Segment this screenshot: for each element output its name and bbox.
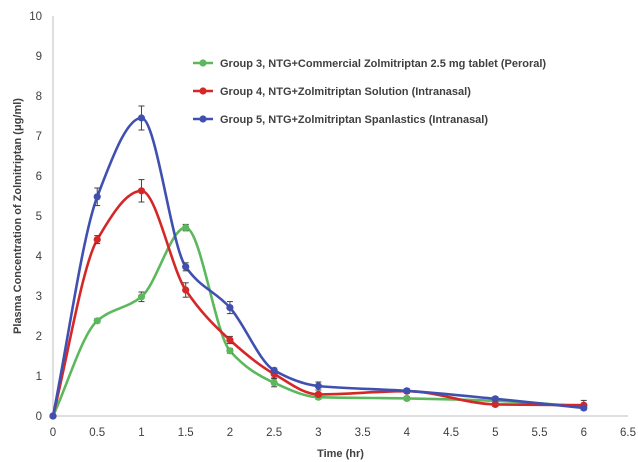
y-tick-label: 5: [36, 211, 42, 223]
series-line-group-5: [51, 116, 586, 418]
x-tick-label: 1.5: [178, 427, 194, 439]
data-point-group-4: [182, 286, 190, 294]
data-point-group-4: [93, 236, 101, 244]
y-tick-label: 9: [36, 51, 42, 63]
series-line-group-4: [51, 189, 586, 418]
y-tick-label: 2: [36, 331, 42, 343]
legend-item-group-3: Group 3, NTG+Commercial Zolmitriptan 2.5…: [193, 58, 546, 70]
data-point-group-5: [270, 366, 278, 374]
x-tick-label: 5.5: [532, 427, 548, 439]
data-point-group-5: [403, 387, 411, 395]
legend-label-group-3: Group 3, NTG+Commercial Zolmitriptan 2.5…: [220, 58, 546, 70]
x-tick-label: 2: [227, 427, 233, 439]
legend-item-group-4: Group 4, NTG+Zolmitriptan Solution (Intr…: [193, 86, 471, 98]
data-point-group-5: [226, 304, 234, 312]
legend-marker-group-3: [199, 59, 207, 67]
x-tick-label: 3: [315, 427, 321, 439]
y-tick-labels: 0 1 2 3 4 5 6 7 8 9 10: [29, 11, 42, 423]
data-point-group-3: [270, 379, 278, 387]
data-point-group-5: [580, 404, 588, 412]
x-axis-title: Time (hr): [317, 448, 364, 460]
data-point-group-3: [93, 317, 101, 325]
x-tick-label: 2.5: [266, 427, 282, 439]
data-point-group-5: [49, 412, 57, 420]
y-tick-label: 0: [36, 411, 42, 423]
data-point-group-3: [226, 347, 234, 355]
x-tick-label: 4: [404, 427, 411, 439]
y-tick-label: 8: [36, 91, 42, 103]
data-point-group-4: [137, 187, 146, 195]
legend-marker-group-5: [199, 115, 207, 123]
series-group-5: [49, 105, 588, 420]
x-tick-label: 1: [138, 427, 144, 439]
x-tick-label: 0.5: [89, 427, 105, 439]
legend: Group 3, NTG+Commercial Zolmitriptan 2.5…: [193, 58, 546, 126]
data-point-group-4: [491, 400, 499, 408]
y-tick-label: 6: [36, 171, 42, 183]
y-tick-label: 10: [29, 11, 42, 23]
legend-label-group-5: Group 5, NTG+Zolmitriptan Spanlastics (I…: [220, 114, 488, 126]
legend-marker-group-4: [199, 87, 207, 95]
x-tick-label: 6: [581, 427, 587, 439]
data-point-group-5: [182, 263, 190, 271]
legend-label-group-4: Group 4, NTG+Zolmitriptan Solution (Intr…: [220, 86, 471, 98]
x-tick-label: 4.5: [443, 427, 459, 439]
legend-item-group-5: Group 5, NTG+Zolmitriptan Spanlastics (I…: [193, 114, 488, 126]
series-layer: [49, 105, 588, 420]
data-point-group-3: [403, 394, 411, 402]
x-tick-labels: 0 0.5 1 1.5 2 2.5 3 3.5 4 4.5 5 5.5 6 6.5: [50, 427, 636, 439]
y-tick-label: 7: [36, 131, 42, 143]
y-tick-label: 1: [36, 371, 42, 383]
axes: [52, 16, 628, 417]
x-tick-label: 6.5: [620, 427, 636, 439]
data-point-group-5: [137, 114, 146, 122]
data-point-group-4: [226, 336, 234, 344]
data-point-group-3: [182, 224, 190, 232]
x-tick-label: 3.5: [355, 427, 371, 439]
data-point-group-3: [137, 293, 146, 301]
x-tick-label: 5: [492, 427, 498, 439]
y-axis-title: Plasma Concentration of Zolmitriptan (μg…: [12, 98, 24, 334]
x-tick-label: 0: [50, 427, 56, 439]
y-tick-label: 3: [36, 291, 42, 303]
y-tick-label: 4: [36, 251, 43, 263]
data-point-group-5: [314, 382, 322, 390]
data-point-group-5: [93, 193, 101, 201]
data-point-group-4: [314, 390, 322, 398]
data-point-group-5: [491, 395, 499, 403]
